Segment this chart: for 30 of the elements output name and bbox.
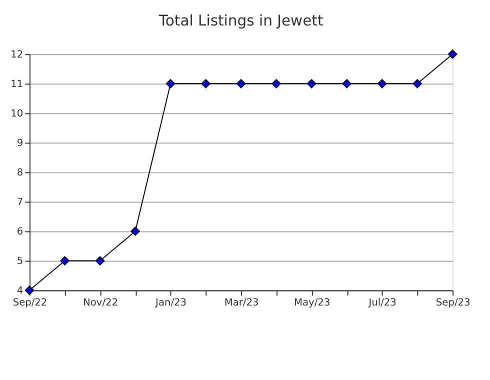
point xyxy=(448,50,458,59)
chart-title: Total Listings in Jewett xyxy=(158,12,324,30)
x-tick-label: Jan/23 xyxy=(154,298,187,309)
y-tick-label: 8 xyxy=(16,168,24,179)
x-tick-label: Nov/22 xyxy=(83,298,118,309)
x-tick-label: Sep/22 xyxy=(12,298,48,309)
point xyxy=(60,256,70,266)
point xyxy=(377,79,387,88)
point xyxy=(201,79,210,88)
point xyxy=(236,79,246,88)
x-tick-label: Jul/23 xyxy=(368,298,396,309)
y-tick-label: 7 xyxy=(16,197,24,208)
point xyxy=(306,79,316,88)
point xyxy=(95,256,105,266)
y-tick-label: 5 xyxy=(16,256,24,268)
point xyxy=(342,79,352,88)
point xyxy=(272,79,281,88)
y-tick-label: 9 xyxy=(16,138,24,150)
y-tick-label: 10 xyxy=(10,108,24,120)
y-tick-label: 6 xyxy=(16,226,24,238)
x-tick-label: May/23 xyxy=(294,298,330,309)
x-tick-label: Sep/23 xyxy=(436,298,470,309)
x-tick-label: Mar/23 xyxy=(224,298,259,309)
y-tick-label: 11 xyxy=(10,79,24,90)
point xyxy=(130,226,140,236)
y-tick-label: 4 xyxy=(16,286,24,297)
point xyxy=(24,286,34,295)
point xyxy=(166,79,176,88)
point xyxy=(412,79,422,88)
y-tick-label: 12 xyxy=(10,50,24,61)
